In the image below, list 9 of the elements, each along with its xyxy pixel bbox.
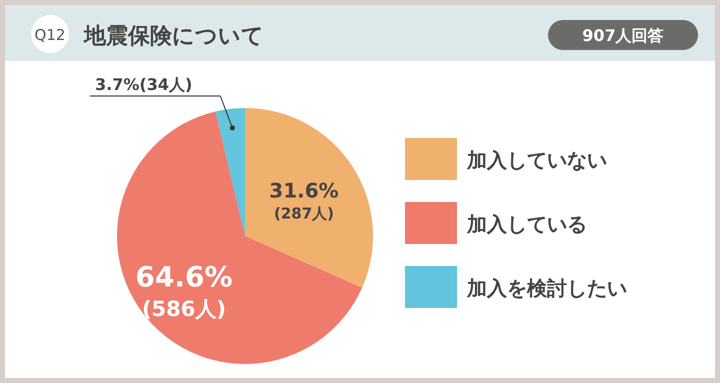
legend-label: 加入を検討したい <box>466 276 627 300</box>
data-label: 64.6%(586人) <box>135 260 233 322</box>
chart-title: 地震保険について <box>83 24 264 49</box>
legend-label: 加入している <box>466 212 587 236</box>
data-label: 31.6%(287人) <box>269 178 339 223</box>
text: Q12 <box>34 26 66 44</box>
data-label: 3.7%(34人) <box>95 75 192 94</box>
legend-label: 加入していない <box>466 148 607 172</box>
chart-subtitle: 907人回答 <box>582 26 664 45</box>
